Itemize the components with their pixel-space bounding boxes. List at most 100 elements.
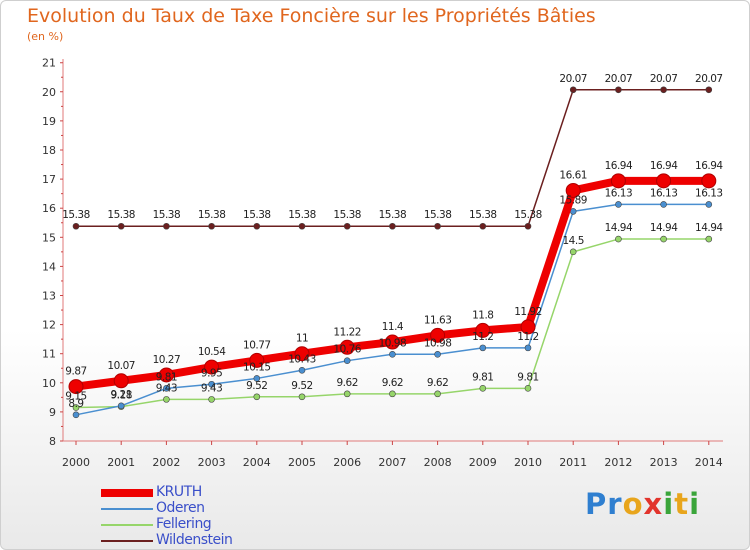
x-tick-label: 2007 [378,456,406,469]
x-tick-label: 2013 [650,456,678,469]
data-label-wildenstein: 15.38 [243,209,271,221]
data-point-wildenstein [208,222,215,230]
data-label-wildenstein: 15.38 [333,209,361,221]
data-label-oderen: 10.15 [243,361,271,373]
data-label-wildenstein: 20.07 [605,73,633,85]
legend-swatch [101,489,153,497]
data-label-kruth: 11.8 [472,309,493,321]
logo-letter: r [607,487,623,521]
data-label-kruth: 16.94 [650,160,678,172]
data-point-wildenstein [660,86,667,94]
data-point-wildenstein [615,86,622,94]
legend-swatch [101,540,153,542]
data-label-oderen: 9.21 [111,389,132,401]
y-tick-label: 16 [42,202,56,215]
data-label-oderen: 9.95 [201,367,222,379]
data-point-kruth [68,379,84,395]
data-label-wildenstein: 15.38 [198,209,226,221]
data-point-wildenstein [117,222,125,230]
data-label-fellering: 9.62 [337,377,358,389]
data-label-kruth: 10.54 [198,346,226,358]
data-label-kruth: 11.92 [514,306,542,318]
data-label-kruth: 11 [296,333,308,345]
y-tick-label: 18 [42,144,56,157]
data-point-fellering [569,248,577,256]
y-tick-label: 12 [42,319,56,332]
data-point-oderen [208,380,215,388]
legend-label: Wildenstein [156,532,233,548]
data-point-oderen [434,350,441,358]
y-tick-label: 20 [42,86,56,99]
y-tick-label: 8 [49,435,56,448]
data-point-oderen [72,411,80,419]
data-point-oderen [163,385,170,392]
data-label-wildenstein: 15.38 [424,209,452,221]
data-point-kruth [339,339,355,355]
data-label-fellering: 9.52 [291,380,312,392]
data-label-oderen: 15.89 [559,194,587,206]
proxiti-logo: Proxiti [585,487,700,521]
data-label-oderen: 10.98 [379,337,407,349]
data-label-wildenstein: 15.38 [62,209,90,221]
x-tick-label: 2011 [559,456,587,469]
data-label-kruth: 10.07 [107,360,135,372]
data-label-wildenstein: 15.38 [514,209,542,221]
data-label-kruth: 16.61 [559,169,587,181]
data-point-wildenstein [434,222,441,230]
data-label-kruth: 9.87 [65,366,86,378]
data-label-wildenstein: 20.07 [650,73,678,85]
data-label-wildenstein: 15.38 [288,209,316,221]
data-label-fellering: 14.94 [695,222,723,234]
data-point-fellering [389,390,396,398]
data-point-oderen [660,201,667,208]
legend-item-fellering: Fellering [101,516,301,533]
data-label-oderen: 9.81 [156,371,177,383]
data-point-fellering [72,404,80,411]
data-label-wildenstein: 15.38 [379,209,407,221]
data-label-oderen: 8.9 [68,398,83,410]
y-tick-label: 15 [42,231,56,244]
x-tick-label: 2004 [243,456,271,469]
x-tick-label: 2008 [424,456,452,469]
legend-item-kruth: KRUTH [101,484,301,501]
data-point-oderen [479,344,487,352]
x-tick-label: 2010 [514,456,542,469]
data-point-wildenstein [569,86,577,94]
data-point-oderen [343,357,351,364]
logo-letter: o [622,487,644,521]
data-label-fellering: 9.15 [65,391,86,403]
data-label-fellering: 14.94 [605,222,633,234]
data-label-wildenstein: 15.38 [469,209,497,221]
data-point-oderen [117,402,125,410]
y-tick-label: 17 [42,173,56,186]
data-point-fellering [660,235,667,243]
x-tick-label: 2001 [107,456,135,469]
data-point-wildenstein [524,222,532,230]
data-point-wildenstein [705,86,713,94]
data-point-fellering [208,396,215,403]
y-tick-label: 11 [42,348,56,361]
data-label-fellering: 9.81 [472,371,493,383]
data-point-fellering [298,393,306,401]
data-point-fellering [163,396,170,403]
data-label-wildenstein: 15.38 [107,209,135,221]
logo-letter: t [674,487,690,521]
data-point-kruth [565,182,581,198]
data-label-oderen: 11.2 [472,331,493,343]
data-label-oderen: 11.2 [517,331,538,343]
data-label-fellering: 9.52 [246,380,267,392]
x-tick-label: 2005 [288,456,316,469]
data-label-fellering: 9.43 [201,382,222,394]
logo-letter: P [585,487,608,521]
data-point-wildenstein [343,222,351,230]
data-point-fellering [434,390,441,398]
data-label-oderen: 10.98 [424,337,452,349]
y-tick-label: 19 [42,115,56,128]
legend-label: KRUTH [156,484,202,500]
data-point-fellering [343,390,351,398]
data-label-wildenstein: 15.38 [153,209,181,221]
data-point-fellering [705,235,713,243]
logo-letter: x [643,487,664,521]
